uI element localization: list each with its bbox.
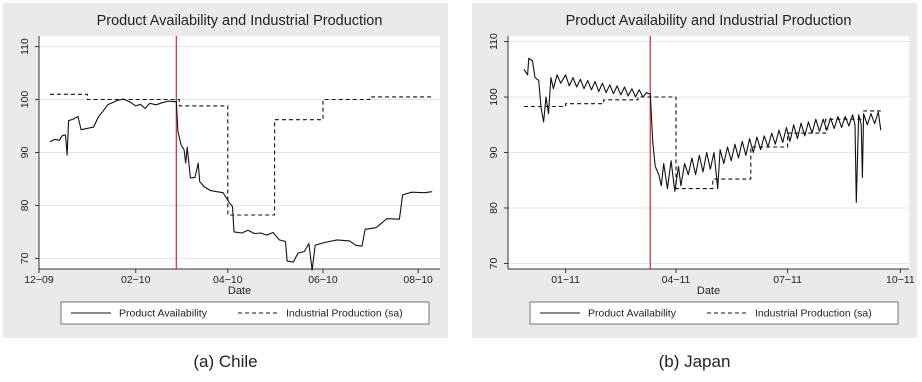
- x-tick-label: 08−10: [403, 274, 433, 286]
- y-tick-label: 70: [19, 252, 31, 264]
- series-industrial-production-line: [49, 93, 433, 216]
- chart-chile: Product Availability and Industrial Prod…: [19, 13, 440, 325]
- legend-label-industrial-production: Industrial Production (sa): [755, 308, 872, 320]
- x-tick-label: 07−11: [773, 274, 802, 286]
- x-tick-label: 04−10: [213, 274, 243, 286]
- legend-label-product-availability: Product Availability: [119, 308, 208, 320]
- x-tick-label: 01−11: [551, 274, 580, 286]
- y-tick-label: 80: [488, 202, 500, 214]
- y-tick-label: 90: [488, 147, 500, 159]
- chart-panel-japan: Product Availability and Industrial Prod…: [472, 3, 917, 338]
- chart-panel-chile: Product Availability and Industrial Prod…: [3, 3, 448, 338]
- x-axis-label: Date: [228, 285, 251, 297]
- x-tick-label: 06−10: [308, 274, 338, 286]
- legend-label-industrial-production: Industrial Production (sa): [286, 308, 403, 320]
- x-axis-label: Date: [697, 285, 720, 297]
- chart-title: Product Availability and Industrial Prod…: [566, 13, 852, 29]
- x-tick-label: 12−09: [24, 274, 54, 286]
- caption-japan: (b) Japan: [658, 352, 731, 371]
- y-tick-label: 100: [19, 91, 31, 109]
- caption-chile: (a) Chile: [193, 352, 258, 371]
- y-tick-label: 100: [488, 88, 500, 106]
- y-tick-label: 90: [19, 147, 31, 159]
- y-tick-label: 110: [488, 33, 500, 50]
- y-tick-label: 110: [19, 38, 31, 55]
- x-tick-label: 02−10: [121, 274, 151, 286]
- y-tick-label: 70: [488, 257, 500, 269]
- y-tick-label: 80: [19, 199, 31, 211]
- x-tick-label: 10−11: [886, 274, 915, 286]
- series-industrial-production-line: [523, 96, 881, 190]
- series-product-availability-line: [523, 57, 882, 203]
- x-tick-label: 04−11: [662, 274, 691, 286]
- chart-japan: Product Availability and Industrial Prod…: [488, 13, 915, 325]
- legend-label-product-availability: Product Availability: [588, 308, 677, 320]
- series-product-availability-line: [49, 98, 433, 271]
- chart-title: Product Availability and Industrial Prod…: [97, 13, 383, 29]
